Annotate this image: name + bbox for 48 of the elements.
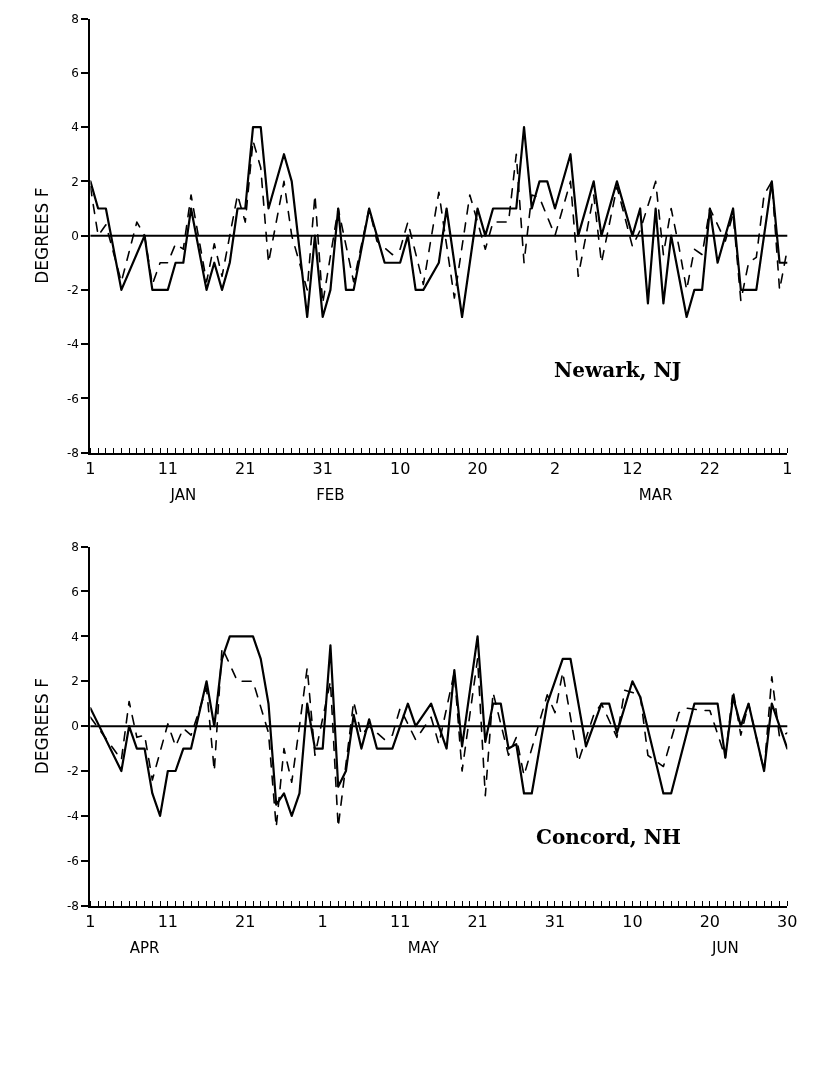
x-tick-label: 10 bbox=[389, 458, 411, 478]
x-tick-label: 12 bbox=[622, 458, 643, 478]
x-tick-label: 31 bbox=[312, 458, 333, 478]
x-tick-label: 11 bbox=[157, 911, 178, 931]
y-tick-label: 2 bbox=[71, 674, 79, 689]
x-tick-label: 1 bbox=[317, 911, 328, 931]
x-tick-label: 2 bbox=[549, 458, 561, 478]
x-tick-label: 1 bbox=[85, 458, 96, 478]
y-tick-label: 2 bbox=[71, 174, 79, 189]
y-tick-label: -4 bbox=[67, 337, 79, 352]
y-tick-label: 8 bbox=[71, 11, 79, 26]
y-tick-label: -6 bbox=[67, 391, 79, 406]
x-tick-label: 20 bbox=[467, 458, 488, 478]
x2-tick-label: APR bbox=[129, 939, 160, 958]
y-tick-label: -4 bbox=[67, 809, 79, 824]
y-tick-label: 4 bbox=[71, 120, 79, 135]
x-tick-label: 22 bbox=[699, 458, 721, 478]
x-tick-label: 1 bbox=[85, 911, 96, 931]
annotation: Newark, NJ bbox=[554, 358, 682, 382]
x2-tick-label: FEB bbox=[316, 486, 345, 505]
y-tick-label: 6 bbox=[71, 66, 79, 81]
y-tick-label: -2 bbox=[67, 283, 79, 298]
x2-tick-label: JAN bbox=[169, 486, 197, 505]
x-tick-label: 11 bbox=[389, 911, 411, 931]
x-tick-label: 21 bbox=[235, 911, 256, 931]
y-axis-title: DEGREES F bbox=[32, 678, 53, 775]
x-tick-label: 11 bbox=[157, 458, 178, 478]
y-tick-label: -8 bbox=[67, 898, 79, 913]
y-tick-label: -2 bbox=[67, 764, 79, 779]
annotation: Concord, NH bbox=[536, 825, 681, 849]
y-tick-label: 4 bbox=[71, 629, 79, 644]
x2-tick-label: MAR bbox=[638, 486, 673, 505]
x-tick-label: 21 bbox=[235, 458, 256, 478]
y-tick-label: 8 bbox=[71, 539, 79, 554]
y-tick-label: -6 bbox=[67, 853, 79, 868]
y-axis-title: DEGREES F bbox=[32, 187, 53, 284]
y-tick-label: 0 bbox=[71, 228, 79, 243]
x-tick-label: 21 bbox=[467, 911, 488, 931]
x-tick-label: 31 bbox=[544, 911, 566, 931]
x-tick-label: 20 bbox=[699, 911, 721, 931]
y-tick-label: 0 bbox=[71, 719, 79, 734]
y-tick-label: -8 bbox=[67, 445, 79, 460]
x-tick-label: 1 bbox=[782, 458, 793, 478]
y-tick-label: 6 bbox=[71, 584, 79, 599]
x-tick-label: 10 bbox=[622, 911, 643, 931]
x2-tick-label: JUN bbox=[711, 939, 739, 958]
x-tick-label: 30 bbox=[777, 911, 798, 931]
x2-tick-label: MAY bbox=[407, 939, 440, 958]
